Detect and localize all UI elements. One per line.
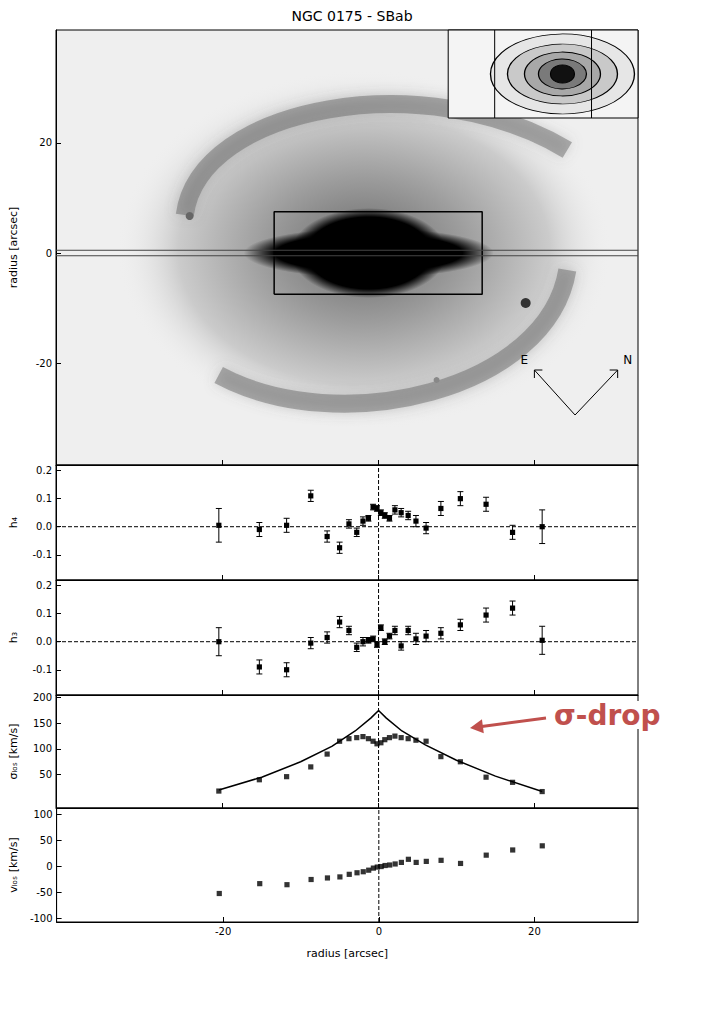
svg-text:100: 100 — [33, 743, 52, 754]
svg-text:E: E — [521, 353, 529, 367]
svg-text:NGC 0175 - SBab: NGC 0175 - SBab — [291, 8, 412, 24]
svg-text:-100: -100 — [30, 913, 53, 924]
svg-text:σₗₒₛ [km/s]: σₗₒₛ [km/s] — [7, 723, 20, 779]
svg-text:20: 20 — [528, 926, 541, 937]
svg-text:σ-drop: σ-drop — [554, 699, 661, 732]
svg-text:-50: -50 — [36, 887, 52, 898]
svg-text:radius [arcsec]: radius [arcsec] — [306, 947, 388, 960]
svg-text:20: 20 — [39, 137, 52, 148]
svg-text:h₃: h₃ — [7, 632, 20, 643]
svg-text:0.1: 0.1 — [36, 608, 52, 619]
svg-text:0: 0 — [46, 861, 52, 872]
svg-text:0: 0 — [376, 926, 382, 937]
svg-text:-20: -20 — [215, 926, 231, 937]
svg-text:-0.1: -0.1 — [32, 664, 52, 675]
svg-text:N: N — [623, 353, 632, 367]
svg-text:50: 50 — [40, 835, 53, 846]
svg-text:h₄: h₄ — [7, 516, 20, 528]
svg-text:50: 50 — [39, 769, 52, 780]
svg-text:-0.1: -0.1 — [32, 549, 52, 560]
svg-text:0.1: 0.1 — [36, 493, 52, 504]
svg-text:radius [arcsec]: radius [arcsec] — [7, 207, 20, 289]
svg-text:0: 0 — [46, 248, 52, 259]
svg-text:vₗₒₛ [km/s]: vₗₒₛ [km/s] — [7, 837, 20, 893]
svg-text:0.0: 0.0 — [36, 521, 52, 532]
svg-text:100: 100 — [34, 809, 53, 820]
svg-text:0.2: 0.2 — [36, 465, 52, 476]
svg-text:0.0: 0.0 — [36, 636, 52, 647]
svg-text:0.2: 0.2 — [36, 580, 52, 591]
svg-text:200: 200 — [33, 692, 52, 703]
svg-text:-20: -20 — [36, 358, 52, 369]
svg-text:150: 150 — [33, 718, 52, 729]
